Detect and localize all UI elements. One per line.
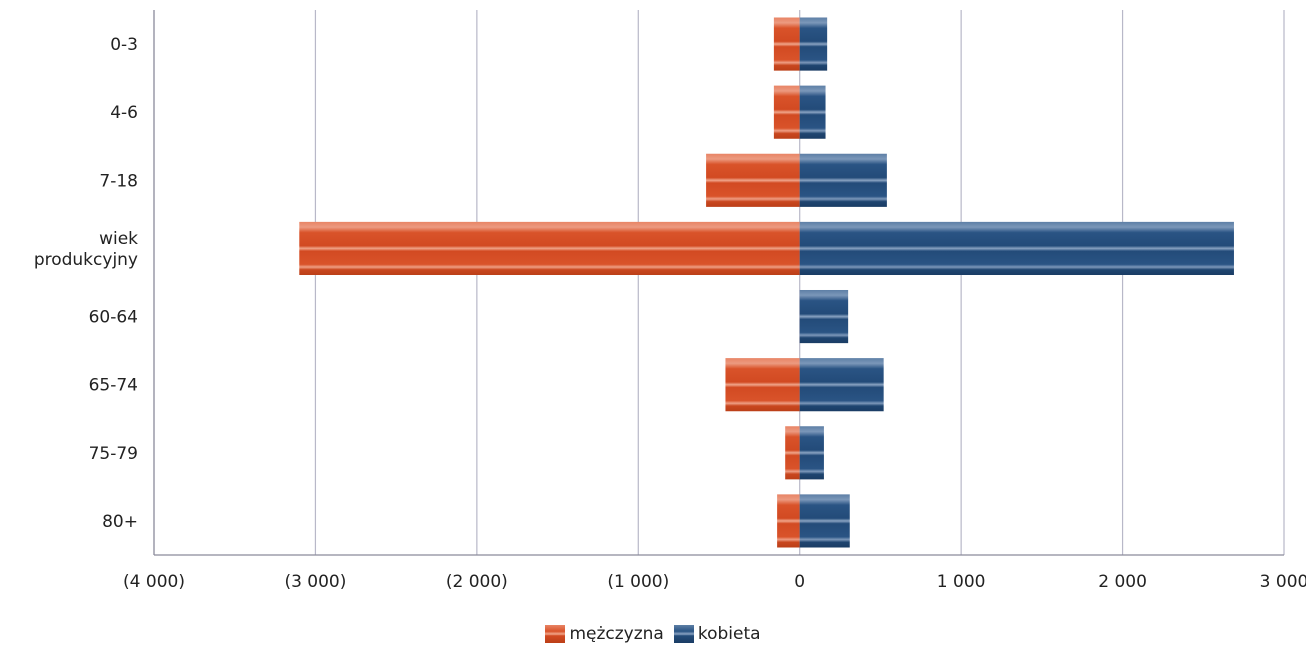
legend-label-women: kobieta — [697, 624, 761, 644]
bar-women-5 — [799, 358, 884, 412]
legend-swatch-men — [545, 625, 566, 643]
legend-item-men: mężczyzna — [545, 624, 664, 644]
legend: mężczyzna kobieta — [0, 622, 1306, 646]
category-label-5: 65-74 — [89, 376, 138, 396]
legend-label-men: mężczyzna — [569, 624, 664, 644]
x-tick-label-4: 0 — [794, 572, 805, 592]
x-tick-label-3: (1 000) — [607, 572, 669, 592]
bar-men-6 — [785, 426, 800, 480]
bar-women-3 — [799, 221, 1234, 276]
category-label-4: 60-64 — [89, 308, 138, 328]
bar-men-5 — [725, 358, 800, 412]
legend-swatch-women — [673, 625, 694, 643]
category-label-6: 75-79 — [89, 444, 138, 464]
bar-men-0 — [773, 17, 800, 71]
x-tick-label-2: (2 000) — [446, 572, 508, 592]
bar-men-3 — [299, 221, 800, 276]
category-label-3: wiek produkcyjny — [34, 229, 138, 270]
category-label-0: 0-3 — [110, 35, 138, 55]
bar-women-0 — [799, 17, 828, 71]
bar-women-1 — [799, 85, 826, 139]
bar-women-2 — [799, 153, 887, 207]
bar-men-2 — [706, 153, 800, 207]
bar-women-7 — [799, 494, 850, 548]
x-tick-label-7: 3 000 — [1260, 572, 1306, 592]
legend-item-women: kobieta — [673, 624, 761, 644]
bar-men-1 — [773, 85, 800, 139]
x-tick-label-6: 2 000 — [1098, 572, 1147, 592]
category-label-7: 80+ — [102, 512, 138, 532]
x-tick-label-0: (4 000) — [123, 572, 185, 592]
category-label-1: 4-6 — [110, 103, 138, 123]
bar-men-7 — [777, 494, 800, 548]
bar-women-4 — [799, 289, 849, 344]
bar-women-6 — [799, 426, 824, 480]
category-label-2: 7-18 — [99, 171, 138, 191]
x-tick-label-1: (3 000) — [284, 572, 346, 592]
x-tick-label-5: 1 000 — [937, 572, 986, 592]
